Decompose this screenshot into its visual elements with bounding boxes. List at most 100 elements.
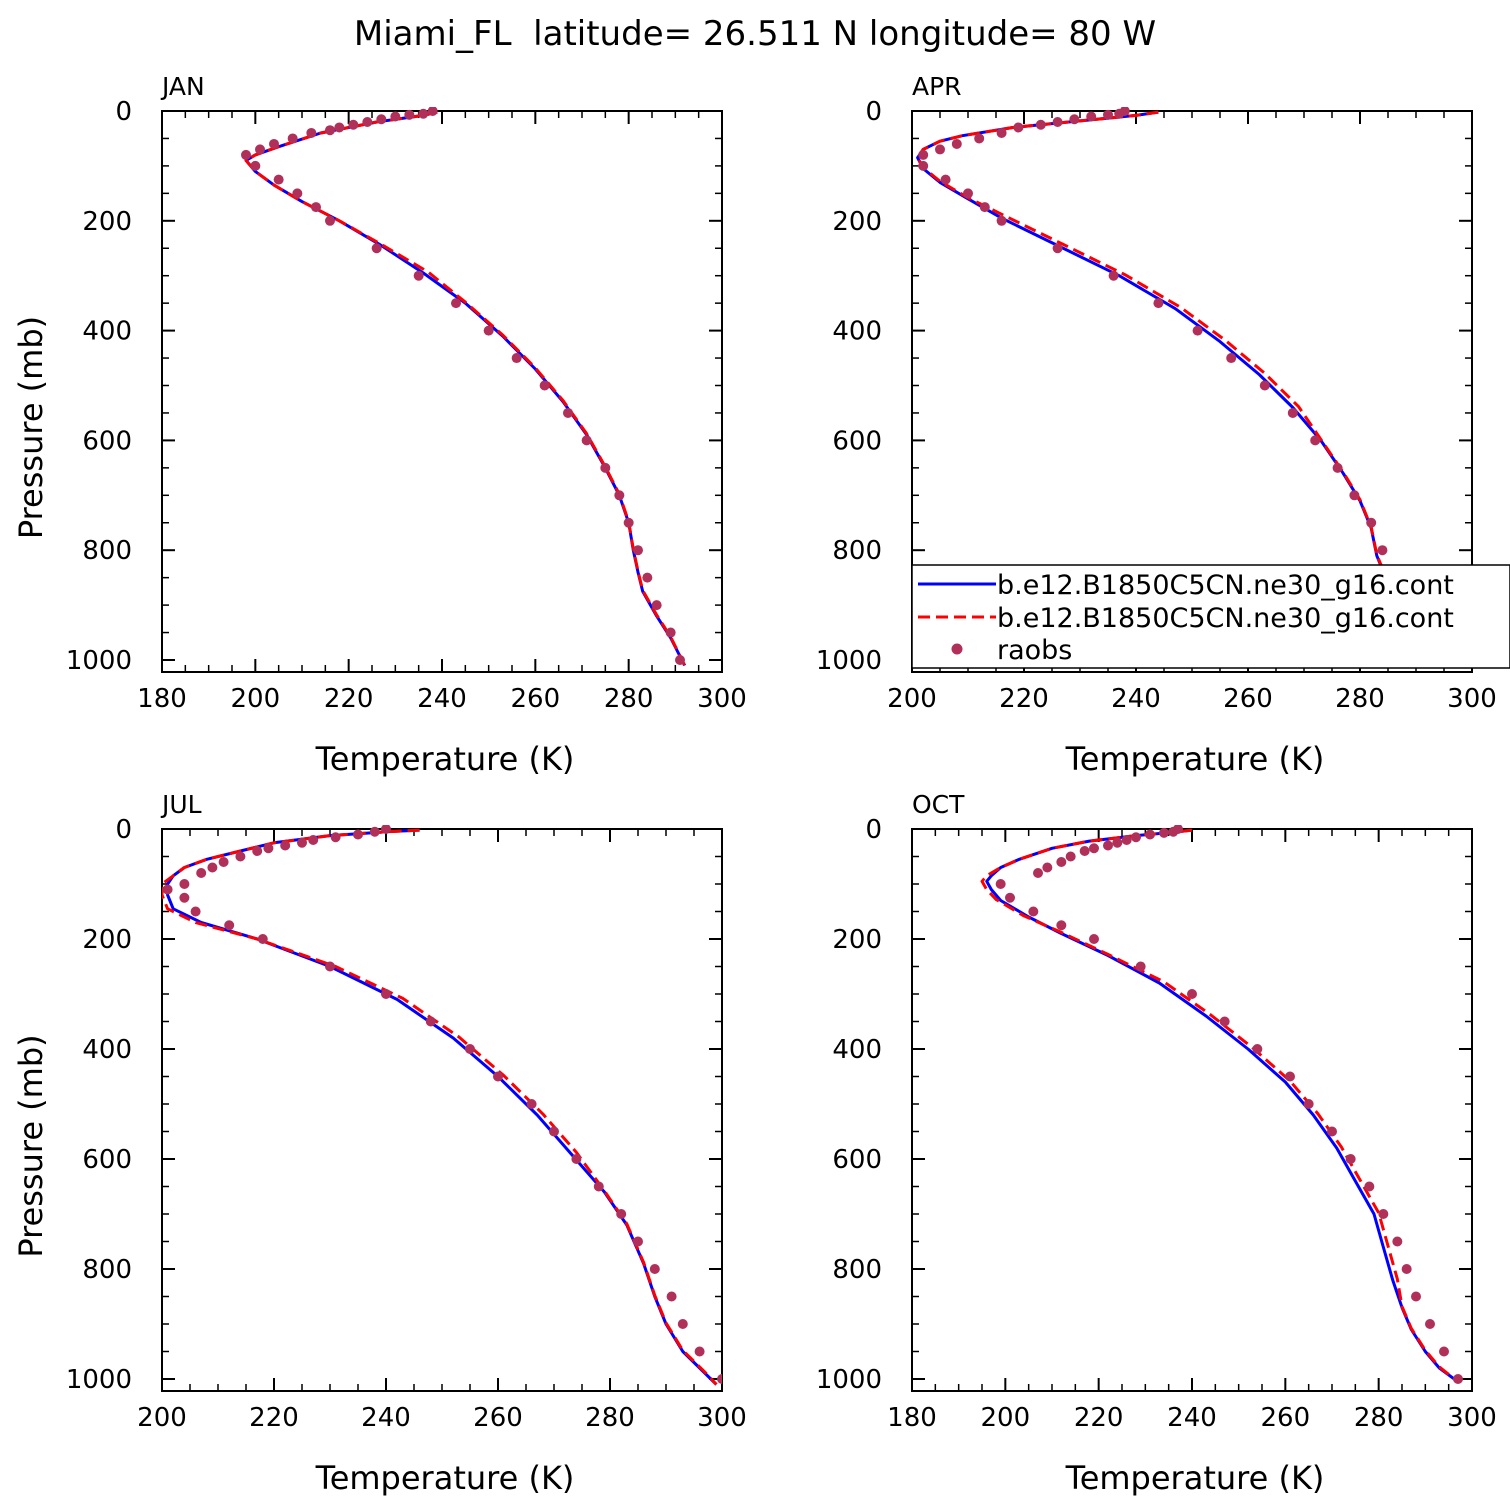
series-line-solid — [166, 828, 718, 1386]
raobs-point — [1310, 435, 1321, 446]
legend-label-2: b.e12.B1850C5CN.ne30_g16.cont — [997, 603, 1454, 634]
raobs-point — [918, 149, 929, 160]
x-axis-title: Temperature (K) — [1065, 1459, 1325, 1497]
y-tick-label: 400 — [832, 317, 882, 347]
raobs-point — [1366, 517, 1377, 528]
series-line-dashed — [244, 110, 687, 667]
raobs-point — [1052, 116, 1063, 127]
raobs-point — [918, 160, 929, 171]
raobs-point — [235, 851, 246, 862]
raobs-point — [1153, 298, 1164, 309]
raobs-point — [1187, 989, 1197, 999]
raobs-point — [633, 1236, 643, 1247]
x-tick-label: 260 — [473, 1403, 523, 1433]
raobs-point — [269, 138, 279, 149]
raobs-point — [642, 572, 653, 583]
series-group — [241, 107, 687, 667]
x-tick-label: 300 — [1447, 684, 1497, 714]
y-tick-label: 600 — [832, 426, 882, 456]
series-line-dashed — [162, 828, 718, 1386]
raobs-point — [1033, 868, 1043, 878]
raobs-point — [252, 846, 263, 856]
series-line-solid — [244, 110, 687, 667]
raobs-point — [1056, 857, 1067, 867]
raobs-point — [255, 144, 265, 155]
raobs-point — [1401, 1264, 1412, 1274]
raobs-point — [1378, 1209, 1389, 1219]
raobs-point — [483, 325, 494, 336]
y-tick-label: 600 — [82, 1145, 132, 1175]
y-tick-label: 200 — [832, 207, 882, 237]
raobs-point — [1327, 1126, 1337, 1137]
raobs-point — [1226, 353, 1237, 364]
raobs-point — [539, 380, 550, 391]
raobs-point — [951, 138, 962, 149]
x-tick-label: 260 — [1261, 1403, 1311, 1433]
x-tick-label: 180 — [137, 684, 187, 714]
legend: b.e12.B1850C5CN.ne30_g16.cont b.e12.B185… — [911, 564, 1510, 669]
legend-label-1: b.e12.B1850C5CN.ne30_g16.cont — [997, 570, 1454, 601]
raobs-point — [465, 1044, 475, 1054]
series-group — [980, 825, 1463, 1384]
raobs-point — [1259, 380, 1270, 391]
raobs-point — [717, 1374, 722, 1384]
panel-label: JAN — [160, 72, 205, 101]
raobs-point — [1145, 829, 1155, 840]
raobs-point — [600, 462, 611, 473]
raobs-point — [224, 920, 235, 931]
raobs-point — [979, 202, 990, 213]
panel-apr: APR 200 220 240 260 280 300 0 200 400 600 800 1000 Te… — [816, 72, 1497, 778]
raobs-point — [1411, 1291, 1421, 1302]
x-tick-label: 220 — [249, 1403, 299, 1433]
x-tick-label: 200 — [137, 1403, 187, 1433]
raobs-point — [263, 843, 274, 854]
raobs-point — [1005, 892, 1015, 903]
series-line-dashed — [916, 110, 1446, 667]
y-tick-label: 1000 — [816, 646, 882, 676]
raobs-point — [1453, 1374, 1463, 1384]
y-tick-label: 800 — [832, 1255, 882, 1285]
y-tick-label: 800 — [82, 536, 132, 566]
raobs-point — [218, 857, 229, 867]
raobs-point — [581, 435, 592, 446]
y-tick-label: 0 — [115, 815, 132, 845]
x-tick-label: 200 — [981, 1403, 1031, 1433]
raobs-point — [287, 133, 298, 144]
x-tick-label: 280 — [585, 1403, 635, 1433]
raobs-point — [1028, 906, 1039, 917]
y-axis-title: Pressure (mb) — [12, 1034, 50, 1257]
raobs-point — [1159, 827, 1169, 838]
raobs-point — [427, 107, 438, 116]
raobs-point — [1303, 1099, 1314, 1109]
raobs-point — [995, 879, 1006, 889]
raobs-point — [665, 627, 676, 638]
raobs-point — [616, 1209, 627, 1219]
raobs-point — [1089, 934, 1099, 944]
raobs-point — [1168, 826, 1179, 837]
raobs-point — [325, 961, 335, 972]
x-tick-label: 240 — [1167, 1403, 1217, 1433]
raobs-point — [649, 1264, 660, 1274]
raobs-point — [297, 837, 307, 848]
raobs-point — [1056, 920, 1067, 931]
raobs-point — [1392, 1236, 1403, 1247]
x-tick-label: 200 — [887, 684, 937, 714]
raobs-point — [330, 832, 341, 843]
x-tick-label: 280 — [1354, 1403, 1404, 1433]
raobs-point — [425, 1016, 436, 1027]
raobs-point — [1114, 108, 1125, 119]
x-tick-label: 260 — [511, 684, 561, 714]
raobs-point — [376, 114, 387, 125]
raobs-point — [451, 298, 461, 309]
raobs-point — [413, 270, 424, 281]
raobs-point — [666, 1291, 677, 1302]
legend-box — [911, 564, 1510, 669]
raobs-point — [963, 188, 973, 199]
y-tick-label: 200 — [832, 925, 882, 955]
raobs-point — [493, 1071, 503, 1082]
y-tick-label: 1000 — [66, 646, 132, 676]
raobs-point — [353, 829, 363, 840]
raobs-point — [257, 934, 268, 944]
y-tick-label: 400 — [82, 317, 132, 347]
raobs-point — [1065, 851, 1076, 862]
